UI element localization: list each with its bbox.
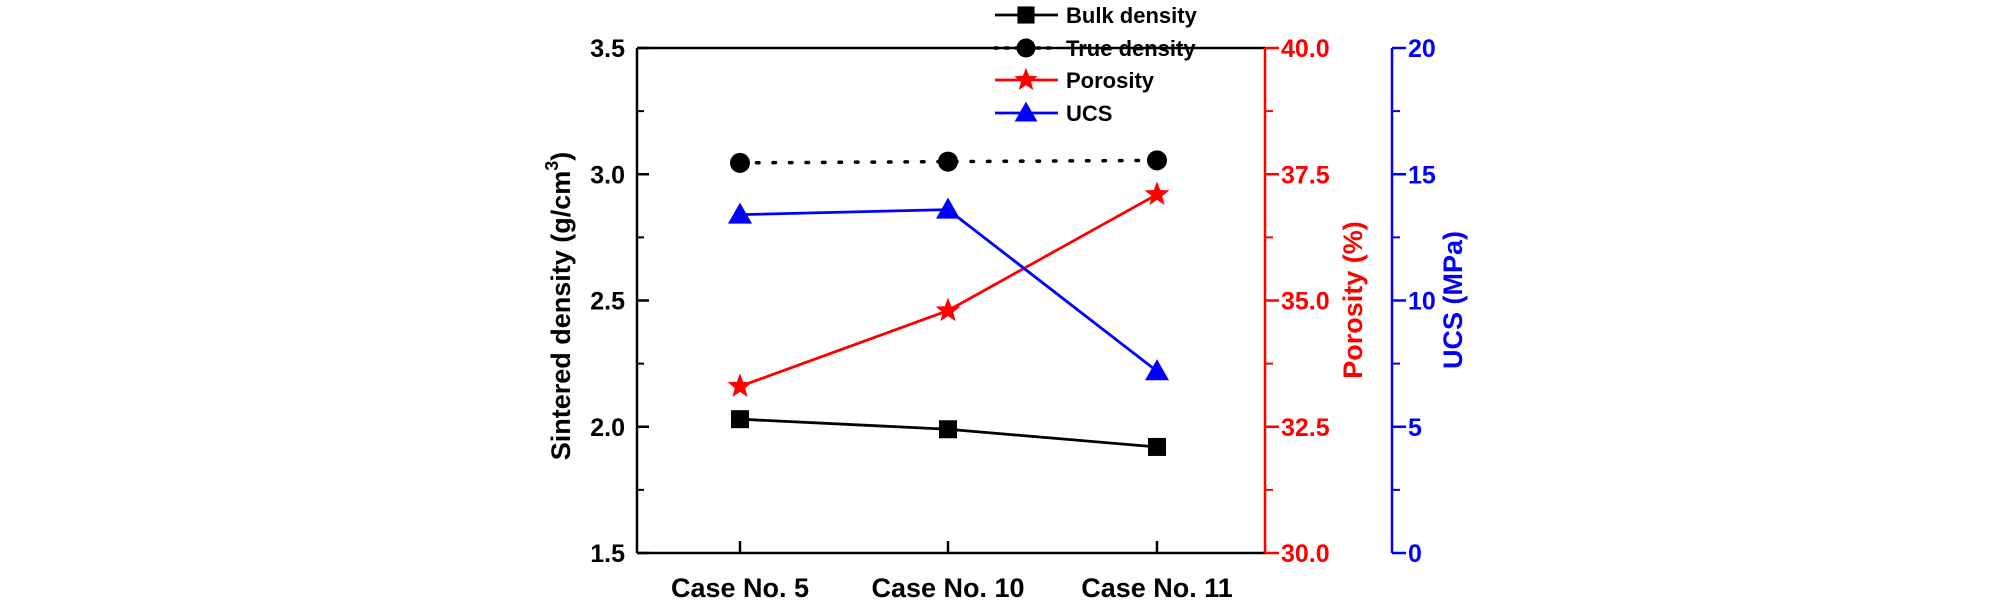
- ucs-point: [1145, 359, 1169, 381]
- bulk-density-point: [731, 410, 749, 429]
- ucs-axis-tick-label: 20: [1408, 35, 1436, 63]
- plot-frame: [637, 46, 1265, 555]
- x-axis-category-label: Case No. 10: [871, 573, 1024, 603]
- legend-label-ucs: UCS: [1066, 101, 1112, 126]
- ucs-line: [739, 208, 1158, 373]
- series-bulk-density: [731, 410, 1166, 456]
- bulk-density-point: [939, 420, 957, 439]
- porosity-axis-title: Porosity (%): [1338, 221, 1368, 379]
- porosity-axis-tick-label: 37.5: [1281, 161, 1330, 189]
- legend-label-bulk-density: Bulk density: [1066, 3, 1198, 28]
- left-axis: 1.5 2.0 2.5 3.0 3.5: [590, 35, 649, 568]
- left-axis-tick-label: 1.5: [590, 540, 625, 568]
- ucs-axis-tick-label: 10: [1408, 288, 1436, 316]
- porosity-point: [727, 373, 753, 397]
- ucs-axis-tick-label: 0: [1408, 540, 1422, 568]
- ucs-axis-tick-label: 5: [1408, 414, 1422, 442]
- porosity-point: [935, 297, 961, 322]
- legend-item-true-density: True density: [993, 36, 1196, 61]
- legend-item-bulk-density: Bulk density: [995, 3, 1198, 28]
- porosity-point: [1144, 181, 1170, 205]
- left-axis-tick-label: 3.5: [590, 35, 625, 63]
- left-axis-tick-label: 2.5: [590, 288, 625, 316]
- porosity-axis: 30.0 32.5 35.0 37.5 40.0: [1263, 35, 1330, 568]
- legend-label-true-density: True density: [1066, 36, 1196, 61]
- series-porosity: [727, 181, 1170, 397]
- legend-marker-ucs: [1014, 101, 1038, 122]
- true-density-point: [1147, 150, 1167, 171]
- x-axis-categories: Case No. 5 Case No. 10 Case No. 11: [671, 541, 1233, 603]
- left-axis-tick-label: 2.0: [590, 414, 625, 442]
- legend-marker-true-density: [1016, 38, 1036, 58]
- legend-item-porosity: Porosity: [995, 67, 1155, 93]
- series-true-density: [730, 150, 1167, 173]
- x-axis-category-label: Case No. 5: [671, 573, 809, 603]
- porosity-line: [739, 193, 1158, 388]
- true-density-point: [730, 152, 750, 173]
- legend: Bulk density True density Porosity UCS: [993, 3, 1198, 126]
- left-axis-title: Sintered density (g/cm3): [542, 152, 576, 461]
- legend-label-porosity: Porosity: [1066, 68, 1155, 93]
- porosity-axis-tick-label: 30.0: [1281, 540, 1330, 568]
- left-axis-tick-label: 3.0: [590, 161, 625, 189]
- porosity-axis-tick-label: 40.0: [1281, 35, 1330, 63]
- ucs-axis-title: UCS (MPa): [1438, 231, 1468, 369]
- ucs-axis: 0 5 10 15 20: [1390, 35, 1436, 568]
- porosity-axis-tick-label: 35.0: [1281, 288, 1330, 316]
- ucs-point: [936, 197, 960, 219]
- legend-item-ucs: UCS: [995, 101, 1112, 126]
- porosity-axis-tick-label: 32.5: [1281, 414, 1330, 442]
- series-ucs: [728, 197, 1169, 381]
- series-layer: [727, 150, 1170, 456]
- ucs-point: [728, 202, 752, 224]
- true-density-point: [938, 151, 958, 172]
- true-density-line: [738, 158, 1159, 165]
- legend-marker-porosity: [1014, 67, 1038, 90]
- bulk-density-point: [1148, 437, 1166, 456]
- legend-marker-bulk-density: [1017, 6, 1035, 24]
- x-axis-category-label: Case No. 11: [1081, 573, 1233, 603]
- ucs-axis-tick-label: 15: [1408, 161, 1436, 189]
